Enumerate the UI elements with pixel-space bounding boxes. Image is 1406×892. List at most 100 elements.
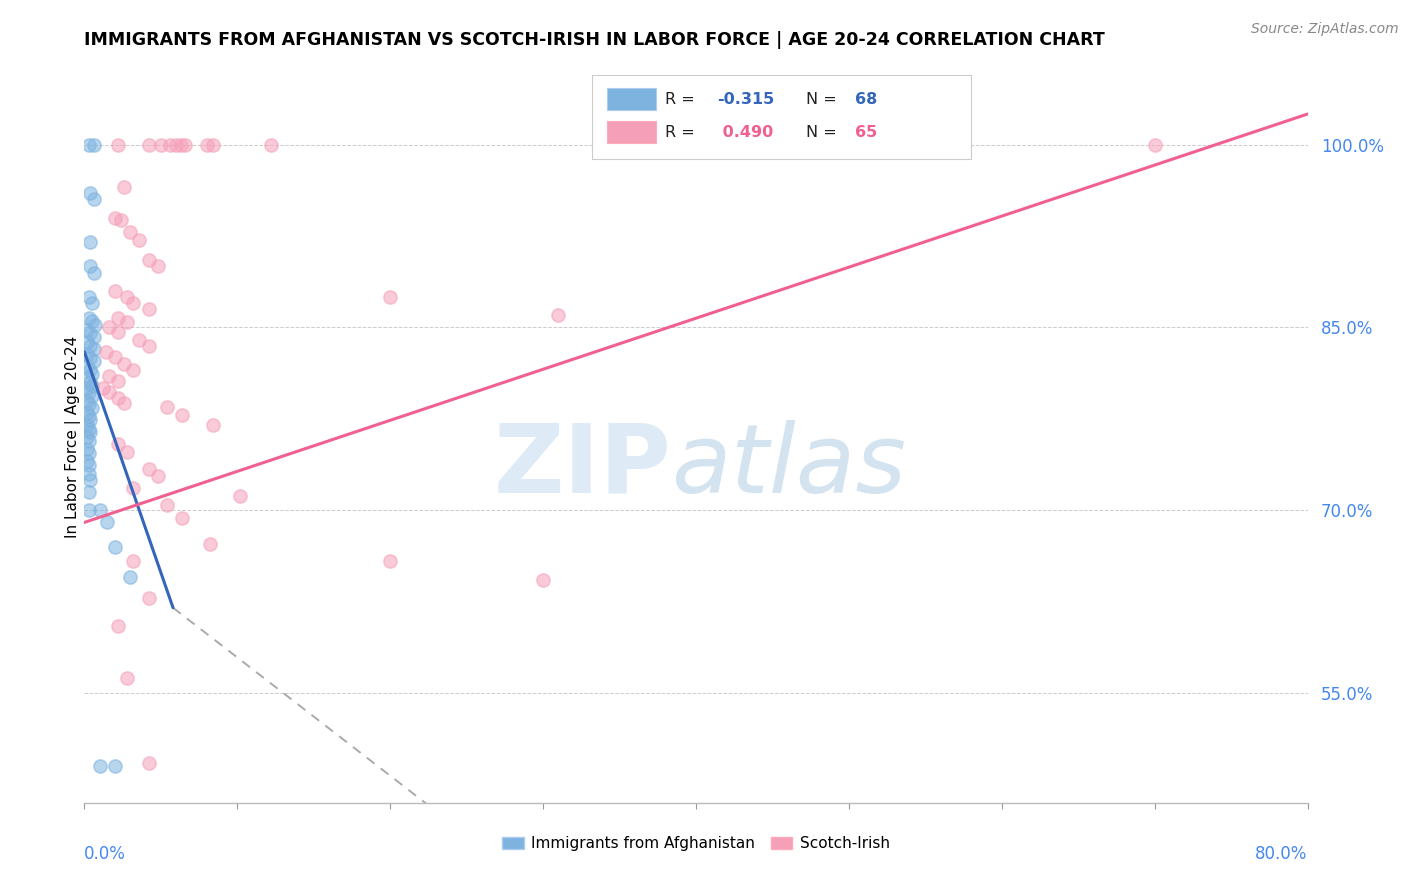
Point: [77, 458, 100, 472]
Point: [165, 137, 187, 152]
Point: [122, 296, 145, 310]
Point: [83, 343, 105, 357]
Point: [79, 235, 101, 249]
Point: [77, 137, 100, 152]
Point: [79, 376, 101, 390]
Point: [380, 554, 402, 568]
Point: [138, 253, 160, 268]
Point: [122, 363, 145, 377]
Point: [79, 473, 101, 487]
Point: [80, 389, 103, 403]
Point: [170, 137, 193, 152]
Point: [76, 359, 98, 374]
Point: [120, 225, 142, 239]
Point: [77, 290, 100, 304]
Point: [104, 759, 127, 773]
Point: [122, 554, 145, 568]
Point: [79, 326, 101, 341]
Point: [76, 334, 98, 349]
Point: [79, 363, 101, 377]
Point: [79, 186, 101, 201]
FancyBboxPatch shape: [592, 75, 972, 159]
Point: [201, 417, 224, 432]
Point: [128, 333, 150, 347]
Text: 0.0%: 0.0%: [84, 846, 127, 863]
Point: [174, 137, 197, 152]
Point: [149, 137, 172, 152]
Text: -0.315: -0.315: [717, 93, 775, 107]
Point: [107, 391, 129, 405]
Point: [89, 503, 111, 517]
Point: [96, 516, 118, 530]
Point: [76, 406, 98, 420]
FancyBboxPatch shape: [606, 88, 655, 110]
Point: [77, 503, 100, 517]
Point: [107, 137, 129, 152]
Point: [97, 369, 120, 384]
Point: [1143, 137, 1166, 152]
FancyBboxPatch shape: [606, 121, 655, 143]
Point: [83, 330, 105, 344]
Point: [94, 344, 117, 359]
Point: [120, 570, 142, 584]
Point: [146, 469, 169, 483]
Point: [104, 540, 127, 554]
Point: [112, 357, 135, 371]
Point: [76, 381, 98, 395]
Point: [76, 323, 98, 337]
Point: [107, 310, 129, 325]
Point: [80, 367, 103, 381]
Point: [115, 672, 138, 686]
Text: 65: 65: [855, 125, 877, 140]
Point: [77, 397, 100, 411]
Point: [138, 137, 160, 152]
Point: [83, 193, 105, 207]
Text: N =: N =: [806, 93, 842, 107]
Point: [83, 137, 105, 152]
Point: [138, 339, 160, 353]
Point: [172, 510, 194, 524]
Point: [76, 442, 98, 457]
Point: [138, 591, 160, 605]
Point: [77, 485, 100, 500]
Point: [198, 537, 221, 551]
Point: [77, 467, 100, 481]
Point: [76, 393, 98, 408]
Point: [80, 296, 103, 310]
Point: [107, 325, 129, 339]
Text: atlas: atlas: [672, 420, 907, 513]
Point: [80, 401, 103, 415]
Point: [76, 347, 98, 361]
Point: [112, 180, 135, 194]
Point: [531, 573, 554, 587]
Point: [80, 379, 103, 393]
Text: R =: R =: [665, 125, 700, 140]
Point: [77, 421, 100, 435]
Point: [115, 316, 138, 330]
Point: [159, 137, 181, 152]
Point: [172, 408, 194, 422]
Point: [112, 396, 135, 410]
Point: [76, 430, 98, 444]
Point: [91, 381, 114, 395]
Point: [156, 400, 179, 414]
Point: [122, 481, 145, 495]
Point: [195, 137, 218, 152]
Point: [104, 211, 127, 225]
Point: [83, 266, 105, 280]
Point: [104, 350, 127, 364]
Point: [115, 444, 138, 458]
Point: [80, 314, 103, 328]
Point: [76, 417, 98, 432]
Text: 68: 68: [855, 93, 877, 107]
Point: [138, 462, 160, 476]
Text: 0.490: 0.490: [717, 125, 773, 140]
Point: [138, 302, 160, 317]
Legend: Immigrants from Afghanistan, Scotch-Irish: Immigrants from Afghanistan, Scotch-Iris…: [496, 830, 896, 857]
Point: [79, 413, 101, 427]
Point: [97, 384, 120, 399]
Point: [97, 320, 120, 334]
Text: R =: R =: [665, 93, 700, 107]
Point: [79, 425, 101, 440]
Point: [104, 284, 127, 298]
